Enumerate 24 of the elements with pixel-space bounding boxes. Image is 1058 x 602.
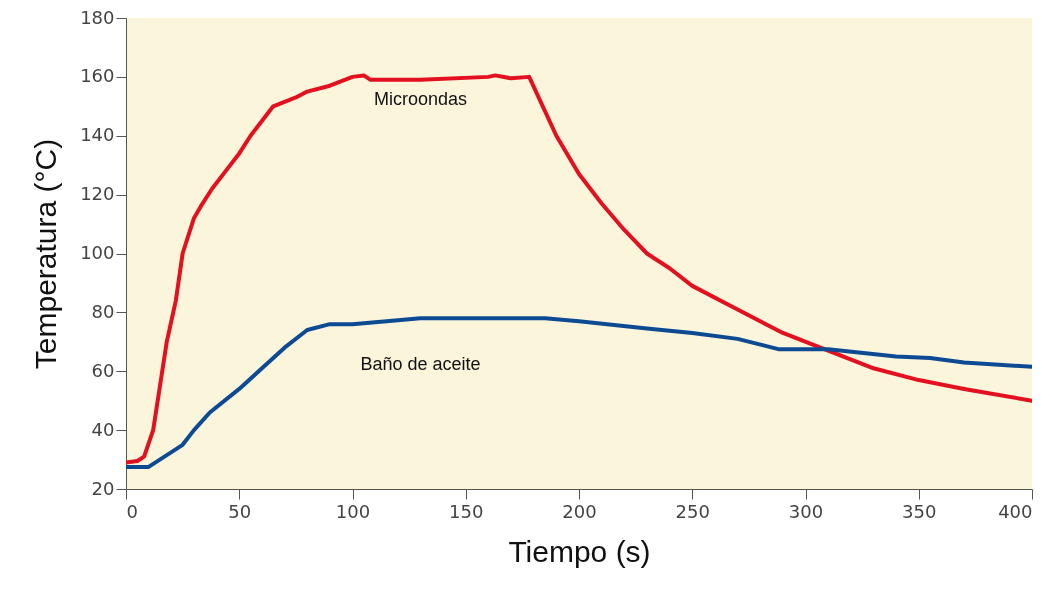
y-tick-label: 20 xyxy=(91,477,115,499)
x-axis-title: Tiempo (s) xyxy=(508,534,651,568)
x-tick-label: 250 xyxy=(675,500,710,522)
y-axis-title: Temperatura (°C) xyxy=(29,138,63,370)
x-tick-label: 200 xyxy=(562,500,597,522)
series-label: Microondas xyxy=(373,88,467,109)
y-tick-label: 180 xyxy=(80,6,115,28)
line-series xyxy=(126,316,1032,469)
x-tick-label: 150 xyxy=(449,500,484,522)
y-tick-label: 100 xyxy=(80,242,115,263)
x-tick-label: 50 xyxy=(228,500,252,522)
y-tick-label: 120 xyxy=(80,183,115,205)
x-tick-label: 300 xyxy=(788,500,824,522)
series-label: Baño de aceite xyxy=(360,354,481,375)
y-tick-label: 60 xyxy=(91,359,115,381)
x-tick-label: 100 xyxy=(335,500,371,522)
y-tick-label: 80 xyxy=(91,300,115,322)
x-tick-label: 350 xyxy=(902,500,937,522)
y-tick-label: 40 xyxy=(91,418,115,440)
x-tick-label: 0 xyxy=(126,500,138,522)
x-tick-label: 400 xyxy=(998,500,1033,522)
y-tick-label: 140 xyxy=(80,124,115,146)
y-tick-label: 160 xyxy=(80,65,115,87)
line-series xyxy=(126,73,1032,465)
